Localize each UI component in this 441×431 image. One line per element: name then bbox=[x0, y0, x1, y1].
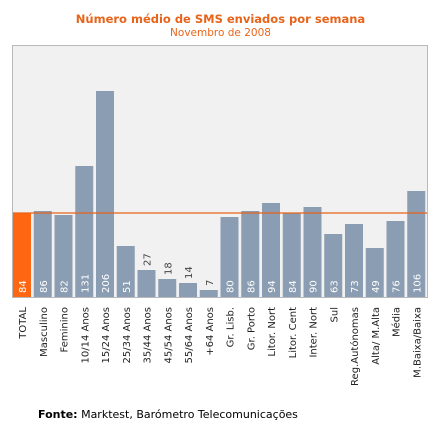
category-label-9: +64 Anos bbox=[205, 307, 216, 356]
value-label-14: 90 bbox=[309, 280, 320, 293]
category-label-18: Média bbox=[391, 307, 403, 337]
value-label-2: 82 bbox=[60, 280, 71, 293]
value-label-0: 84 bbox=[18, 280, 29, 293]
value-label-13: 84 bbox=[288, 280, 299, 293]
chart-title: Número médio de SMS enviados por semana bbox=[75, 12, 366, 26]
category-label-13: Litor. Cent bbox=[288, 307, 299, 358]
category-label-16: Reg.Autónomas bbox=[349, 307, 361, 386]
category-label-7: 45/54 Anos bbox=[163, 307, 174, 364]
value-label-9: 7 bbox=[205, 280, 216, 286]
bar-8 bbox=[179, 283, 197, 297]
category-label-12: Litor. Nort bbox=[267, 307, 278, 357]
bar-6 bbox=[137, 270, 156, 297]
bar-5 bbox=[116, 246, 135, 297]
value-label-11: 86 bbox=[246, 280, 257, 293]
bar-11 bbox=[241, 211, 260, 297]
category-label-10: Gr. Lisb. bbox=[226, 307, 237, 347]
source-footer: Fonte: Marktest, Barómetro Telecomunicaç… bbox=[38, 408, 298, 421]
bar-9 bbox=[199, 290, 218, 297]
chart-subtitle: Novembro de 2008 bbox=[170, 27, 271, 39]
category-label-3: 10/14 Anos bbox=[80, 307, 91, 364]
value-label-10: 80 bbox=[226, 280, 237, 293]
bar-14 bbox=[303, 207, 322, 297]
category-label-0: TOTAL bbox=[18, 307, 29, 340]
value-label-4: 206 bbox=[101, 274, 112, 293]
value-label-7: 18 bbox=[163, 262, 174, 275]
bar-0 bbox=[13, 213, 31, 297]
bar-7 bbox=[158, 279, 177, 297]
value-label-18: 76 bbox=[392, 280, 403, 293]
value-label-6: 27 bbox=[143, 253, 154, 266]
category-label-14: Inter. Nort bbox=[309, 307, 320, 358]
bar-18 bbox=[386, 221, 405, 297]
bar-17 bbox=[365, 248, 384, 297]
value-label-19: 106 bbox=[412, 274, 423, 293]
value-label-16: 73 bbox=[350, 280, 361, 293]
category-label-2: Feminino bbox=[60, 307, 71, 352]
bar-15 bbox=[324, 234, 343, 297]
category-label-6: 35/44 Anos bbox=[143, 307, 154, 364]
bar-2 bbox=[54, 215, 73, 297]
category-label-1: Masculino bbox=[39, 307, 50, 357]
value-label-8: 14 bbox=[184, 266, 195, 279]
value-label-17: 49 bbox=[371, 280, 382, 293]
value-label-3: 131 bbox=[80, 274, 91, 293]
bar-4 bbox=[96, 91, 114, 297]
value-label-12: 94 bbox=[267, 280, 278, 293]
category-label-5: 25/34 Anos bbox=[122, 307, 133, 364]
bar-1 bbox=[33, 211, 52, 297]
bar-19 bbox=[407, 191, 426, 297]
bar-3 bbox=[75, 166, 94, 297]
source-label: Fonte: bbox=[38, 408, 78, 421]
bar-12 bbox=[262, 203, 280, 297]
category-label-15: Sul bbox=[329, 307, 340, 322]
source-text: Marktest, Barómetro Telecomunicações bbox=[77, 408, 298, 421]
category-label-17: Alta/ M.Alta bbox=[371, 307, 382, 365]
category-label-8: 55/64 Anos bbox=[184, 307, 195, 364]
value-label-5: 51 bbox=[122, 280, 133, 293]
category-label-4: 15/24 Anos bbox=[101, 307, 112, 364]
category-label-19: M.Baixa/Baixa bbox=[412, 307, 423, 378]
value-label-1: 86 bbox=[39, 280, 50, 293]
bar-10 bbox=[220, 217, 239, 297]
category-label-11: Gr. Porto bbox=[246, 307, 257, 350]
value-label-15: 63 bbox=[329, 280, 340, 293]
bar-16 bbox=[345, 224, 363, 297]
bar-13 bbox=[282, 213, 301, 297]
